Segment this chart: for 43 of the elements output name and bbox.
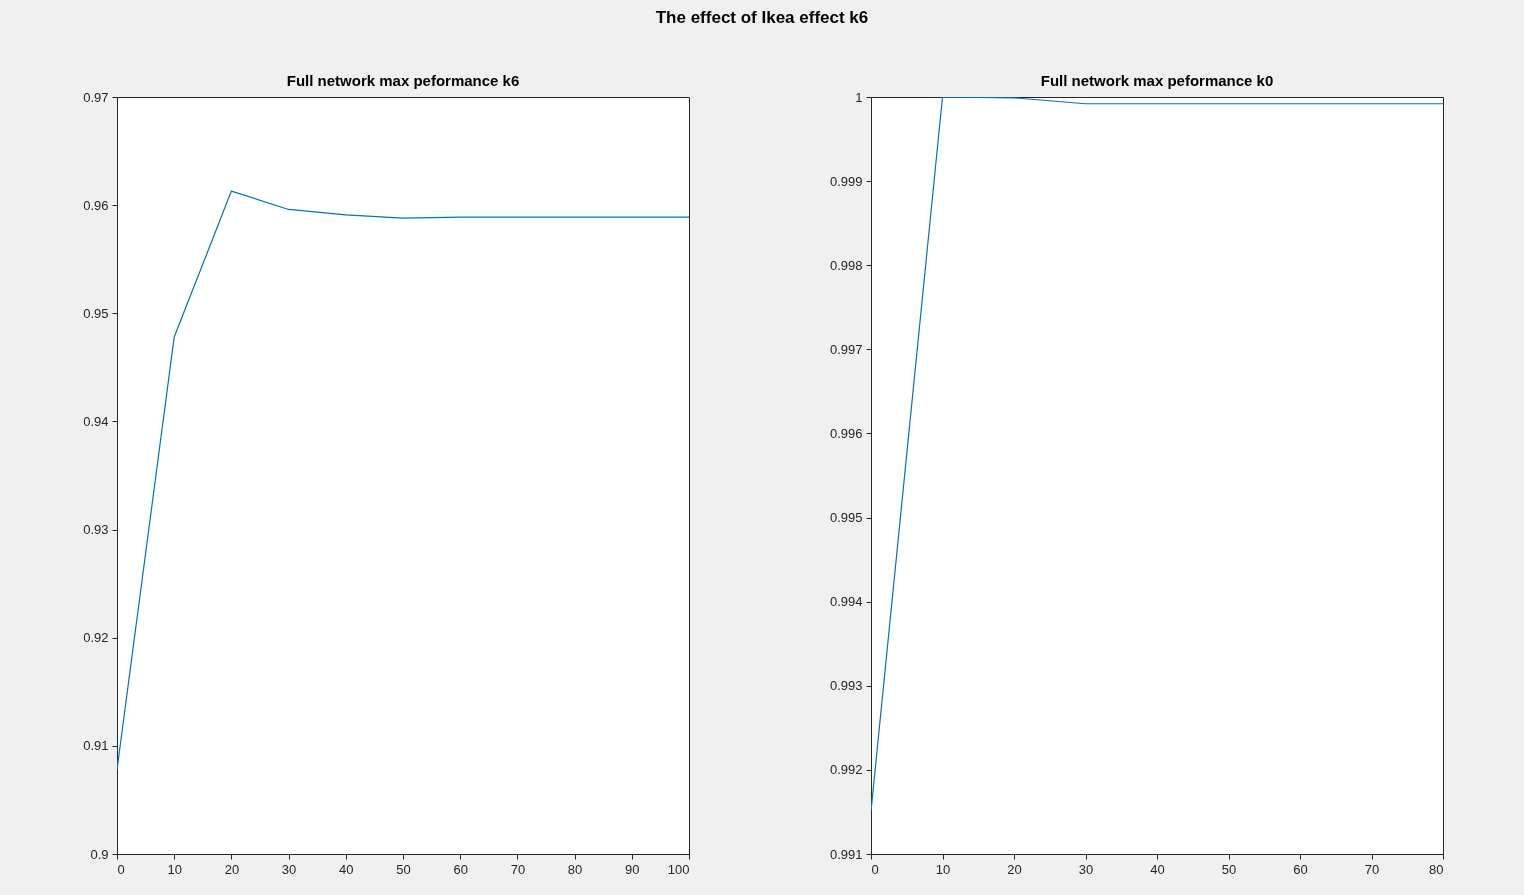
- y-tick-label: 0.999: [829, 173, 863, 189]
- y-tick-label: 0.91: [83, 738, 109, 754]
- x-tick-label: 10: [935, 861, 951, 877]
- x-tick-label: 70: [510, 861, 526, 877]
- y-tick-label: 0.9: [90, 846, 109, 862]
- y-tick-label: 0.995: [829, 510, 863, 526]
- x-tick-label: 20: [1007, 861, 1022, 877]
- x-tick-label: 50: [396, 861, 411, 877]
- x-tick-label: 70: [1364, 861, 1380, 877]
- chart-title: Full network max peformance k0: [1040, 72, 1274, 89]
- text: The effect of Ikea effect k6: [654, 8, 870, 28]
- x-tick-label: 40: [339, 861, 354, 877]
- y-tick-label: 0.97: [83, 89, 109, 105]
- y-tick-label: 0.992: [829, 762, 863, 778]
- y-tick-label: 0.96: [83, 197, 109, 213]
- y-tick-label: 0.93: [83, 522, 109, 538]
- y-tick-label: 1: [855, 89, 863, 105]
- x-tick-label: 60: [1293, 861, 1308, 877]
- y-tick-label: 0.92: [83, 630, 109, 646]
- y-tick-label: 0.95: [83, 305, 109, 321]
- x-tick-label: 0: [117, 861, 125, 877]
- y-tick-label: 0.991: [829, 846, 863, 862]
- x-tick-label: 40: [1150, 861, 1165, 877]
- x-tick-label: 90: [625, 861, 640, 877]
- x-tick-label: 20: [224, 861, 240, 877]
- x-tick-label: 60: [453, 861, 468, 877]
- y-tick-label: 0.996: [829, 425, 863, 441]
- y-tick-label: 0.997: [829, 341, 863, 357]
- y-tick-label: 0.998: [829, 257, 863, 273]
- x-tick-label: 0: [871, 861, 879, 877]
- y-tick-label: 0.993: [829, 678, 863, 694]
- x-tick-label: 100: [667, 861, 690, 877]
- chart-title: Full network max peformance k6: [286, 72, 520, 89]
- y-tick-label: 0.94: [83, 413, 109, 429]
- x-tick-label: 50: [1221, 861, 1237, 877]
- x-tick-label: 80: [567, 861, 583, 877]
- x-tick-label: 80: [1429, 861, 1444, 877]
- x-tick-label: 30: [281, 861, 297, 877]
- y-tick-label: 0.994: [829, 594, 863, 610]
- line-series: [117, 190, 689, 771]
- x-tick-label: 30: [1078, 861, 1094, 877]
- line-series: [871, 97, 1443, 812]
- x-tick-label: 10: [167, 861, 182, 877]
